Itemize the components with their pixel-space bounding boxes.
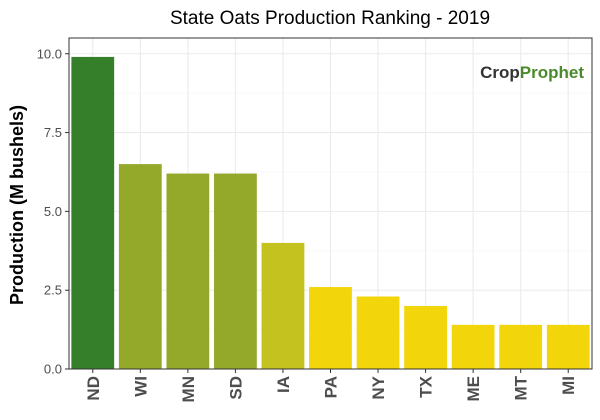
x-tick-label-sd: SD: [226, 376, 245, 400]
bar-me: [451, 324, 495, 369]
y-tick-label: 5.0: [44, 204, 62, 219]
bar-wi: [118, 164, 162, 369]
y-tick-label: 0.0: [44, 362, 62, 377]
bar-mn: [166, 173, 210, 369]
x-tick-label-wi: WI: [131, 376, 150, 397]
x-tick-label-mt: MT: [512, 375, 531, 400]
x-tick-label-ia: IA: [274, 376, 293, 393]
bar-pa: [309, 287, 352, 369]
y-axis-label: Production (M bushels): [7, 105, 27, 305]
chart-title: State Oats Production Ranking - 2019: [170, 8, 490, 29]
logo-text-crop: Crop: [480, 63, 520, 82]
y-tick-label: 10.0: [37, 46, 62, 61]
bar-sd: [214, 173, 257, 369]
bar-ny: [356, 296, 400, 369]
x-tick-label-me: ME: [464, 376, 483, 402]
x-tick-label-mi: MI: [559, 376, 578, 395]
bar-ia: [261, 242, 305, 369]
bar-tx: [404, 305, 447, 369]
x-tick-label-pa: PA: [322, 376, 341, 398]
x-axis-ticks: ND WI MN SD IA PA NY TX ME MT MI: [84, 369, 578, 402]
bar-mt: [499, 324, 543, 369]
y-tick-label: 2.5: [44, 283, 62, 298]
y-axis-ticks: 0.0 2.5 5.0 7.5 10.0: [37, 46, 69, 377]
bar-nd: [71, 56, 115, 370]
x-tick-label-mn: MN: [179, 376, 198, 402]
y-tick-label: 7.5: [44, 125, 62, 140]
logo-text-prophet: Prophet: [520, 63, 585, 82]
bars: [71, 56, 590, 370]
bar-mi: [546, 324, 590, 369]
x-tick-label-ny: NY: [369, 375, 388, 399]
logo-text: CropProphet: [480, 63, 584, 82]
x-tick-label-tx: TX: [417, 375, 436, 397]
x-tick-label-nd: ND: [84, 376, 103, 401]
cropprophet-logo: CropProphet: [480, 63, 584, 82]
